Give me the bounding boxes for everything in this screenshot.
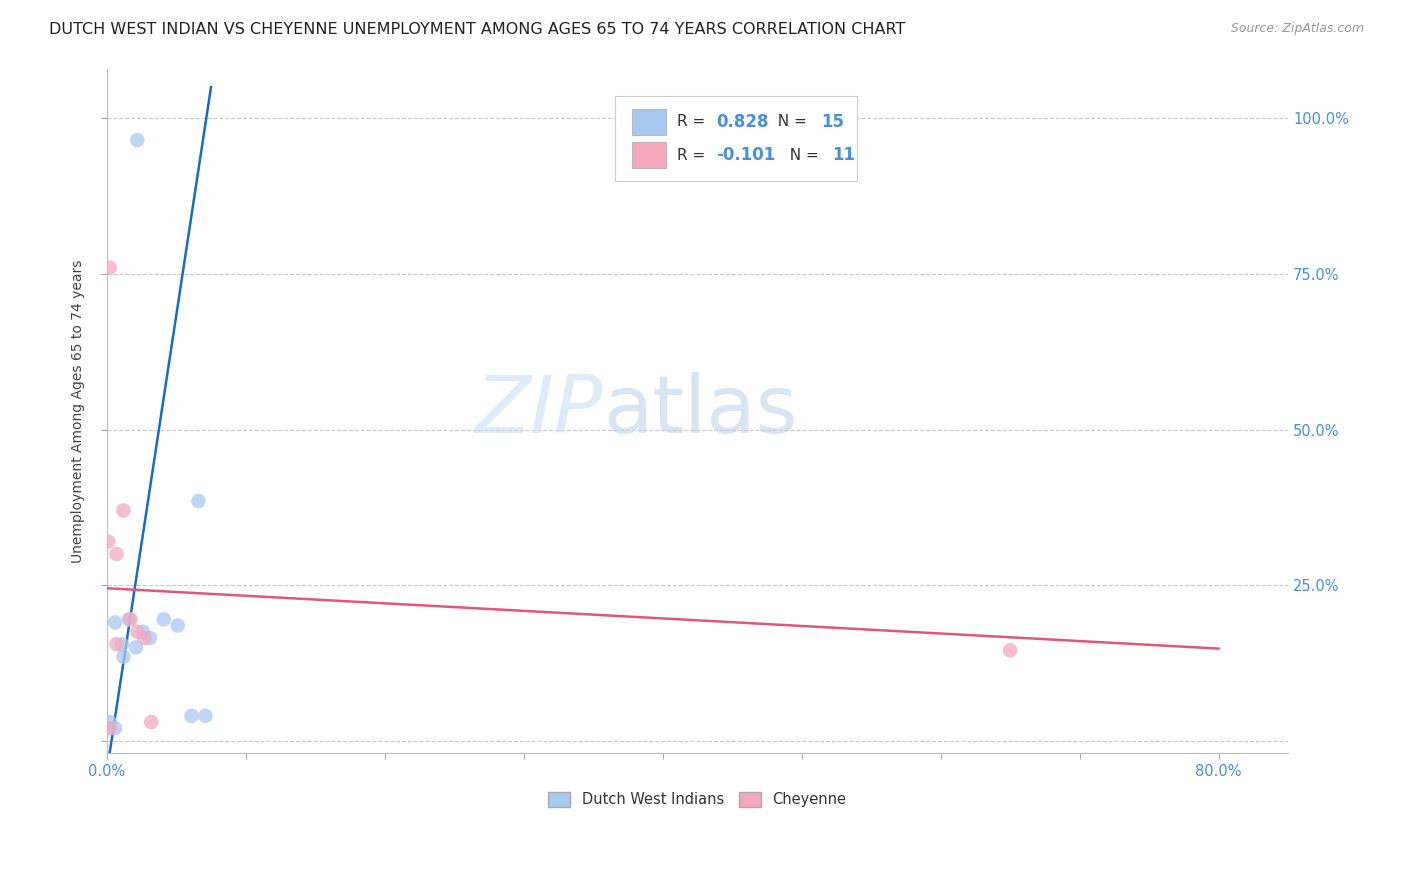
Text: Source: ZipAtlas.com: Source: ZipAtlas.com bbox=[1230, 22, 1364, 36]
Point bbox=[112, 649, 135, 664]
FancyBboxPatch shape bbox=[633, 143, 665, 169]
Point bbox=[105, 547, 128, 561]
Point bbox=[98, 260, 121, 275]
Point bbox=[134, 631, 156, 645]
Text: R =: R = bbox=[678, 148, 710, 163]
Point bbox=[97, 534, 120, 549]
Text: N =: N = bbox=[780, 148, 824, 163]
Point bbox=[139, 631, 162, 645]
Point bbox=[187, 494, 209, 508]
Point bbox=[120, 612, 142, 626]
Text: 0.828: 0.828 bbox=[716, 113, 769, 131]
Point bbox=[105, 637, 128, 651]
Text: -0.101: -0.101 bbox=[716, 146, 776, 164]
Point bbox=[166, 618, 188, 632]
Point bbox=[111, 637, 134, 651]
Point bbox=[127, 133, 149, 147]
FancyBboxPatch shape bbox=[633, 109, 665, 135]
Point bbox=[132, 624, 155, 639]
Point bbox=[127, 624, 149, 639]
Point bbox=[118, 612, 141, 626]
Text: DUTCH WEST INDIAN VS CHEYENNE UNEMPLOYMENT AMONG AGES 65 TO 74 YEARS CORRELATION: DUTCH WEST INDIAN VS CHEYENNE UNEMPLOYME… bbox=[49, 22, 905, 37]
Point bbox=[141, 714, 163, 729]
Text: R =: R = bbox=[678, 114, 710, 129]
Point bbox=[125, 640, 148, 655]
Point bbox=[112, 503, 135, 517]
Text: 15: 15 bbox=[821, 113, 845, 131]
Y-axis label: Unemployment Among Ages 65 to 74 years: Unemployment Among Ages 65 to 74 years bbox=[72, 260, 86, 563]
Point bbox=[194, 708, 217, 723]
Point bbox=[104, 721, 127, 735]
Text: ZIP: ZIP bbox=[475, 372, 603, 450]
Point bbox=[98, 721, 121, 735]
Point bbox=[98, 714, 121, 729]
Text: atlas: atlas bbox=[603, 372, 797, 450]
Text: N =: N = bbox=[768, 114, 811, 129]
Point bbox=[998, 643, 1021, 657]
Point bbox=[104, 615, 127, 630]
FancyBboxPatch shape bbox=[614, 96, 856, 181]
Point bbox=[152, 612, 174, 626]
Text: 11: 11 bbox=[832, 146, 855, 164]
Point bbox=[180, 708, 202, 723]
Legend: Dutch West Indians, Cheyenne: Dutch West Indians, Cheyenne bbox=[541, 784, 853, 814]
